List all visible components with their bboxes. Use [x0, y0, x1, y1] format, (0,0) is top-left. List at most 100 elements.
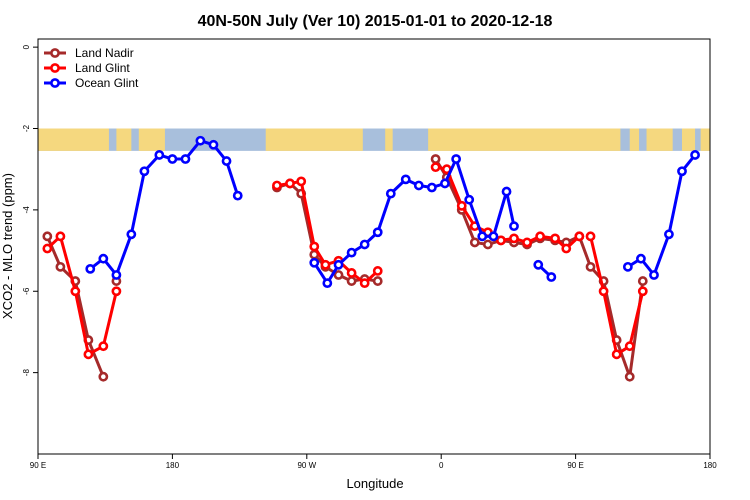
data-point [70, 286, 81, 297]
data-point [232, 190, 243, 201]
data-point [98, 253, 109, 264]
data-point [535, 231, 546, 242]
data-point [426, 182, 437, 193]
chart-title: 40N-50N July (Ver 10) 2015-01-01 to 2020… [198, 13, 553, 30]
y-tick-label: -8 [22, 369, 31, 377]
data-point [496, 235, 506, 246]
data-point [501, 186, 512, 197]
data-point [464, 194, 475, 205]
y-axis: 0 -2 -4 -6 -8 [22, 44, 38, 376]
data-point [637, 276, 648, 286]
legend-swatch-point [50, 63, 60, 73]
data-point [167, 154, 178, 164]
legend-swatch-point [50, 78, 60, 88]
y-axis-label: XCO2 - MLO trend (ppm) [0, 173, 15, 319]
x-axis-label: Longitude [346, 476, 403, 491]
data-point [413, 180, 424, 191]
y-tick-label: -6 [22, 287, 31, 295]
data-point [55, 261, 66, 272]
data-point [98, 341, 109, 352]
data-point [296, 176, 307, 187]
data-point [322, 278, 333, 289]
data-point [611, 349, 622, 360]
data-point [333, 259, 344, 270]
data-point [451, 154, 462, 164]
map-land [385, 128, 393, 151]
data-point [509, 233, 519, 244]
data-point [469, 237, 480, 248]
series-line [89, 139, 240, 277]
map-land [116, 128, 132, 151]
data-point [359, 239, 370, 250]
data-point [690, 150, 700, 160]
data-point [346, 247, 357, 258]
data-point [574, 231, 585, 242]
data-point [372, 227, 383, 238]
map-land [700, 128, 710, 151]
data-point [509, 221, 519, 232]
map-land [428, 128, 621, 151]
data-point [372, 276, 383, 286]
x-tick-label: 0 [439, 461, 444, 470]
y-tick-label: 0 [22, 44, 31, 49]
data-point [359, 278, 370, 289]
y-tick-label: -4 [22, 206, 31, 214]
data-point [664, 229, 674, 240]
map-land [629, 128, 640, 151]
data-point [85, 263, 96, 274]
plot-frame [37, 38, 711, 455]
data-point [546, 272, 557, 282]
data-point [561, 243, 572, 254]
data-point [154, 150, 165, 160]
data-point [624, 371, 635, 382]
data-point [346, 276, 357, 286]
data-point [622, 261, 633, 272]
data-point [522, 237, 532, 248]
map-land [682, 128, 696, 151]
data-point [42, 231, 53, 242]
data-point [477, 231, 488, 242]
data-point [598, 286, 609, 297]
data-point [624, 341, 635, 352]
data-point [637, 286, 648, 297]
data-point [139, 166, 150, 177]
data-point [208, 139, 219, 150]
legend-swatch-point [50, 48, 60, 58]
data-point [333, 270, 344, 280]
data-point [98, 371, 109, 382]
data-point [309, 257, 320, 268]
data-point [585, 231, 596, 242]
x-tick-label: 90 E [567, 461, 583, 470]
series-line [46, 234, 118, 356]
data-point [430, 154, 441, 164]
series-ocean-glint [85, 135, 700, 289]
data-point [180, 154, 191, 164]
data-point [42, 243, 53, 254]
data-point [456, 200, 467, 211]
data-point [482, 239, 493, 250]
x-tick-label: 90 E [30, 461, 46, 470]
series-layer [42, 135, 700, 382]
legend-label: Ocean Glint [75, 76, 139, 90]
map-land [265, 128, 363, 151]
data-point [430, 162, 441, 173]
data-point [126, 229, 137, 240]
x-tick-label: 90 W [297, 461, 316, 470]
legend-label: Land Nadir [75, 46, 134, 60]
data-point [111, 286, 122, 297]
data-point [649, 270, 659, 280]
data-point [309, 241, 320, 252]
data-point [111, 270, 122, 280]
data-point [636, 253, 646, 264]
legend-label: Land Glint [75, 61, 130, 75]
data-point [550, 233, 560, 244]
data-point [372, 266, 383, 276]
data-point [440, 178, 450, 189]
x-tick-label: 180 [166, 461, 180, 470]
data-point [533, 259, 544, 270]
data-point [320, 259, 331, 270]
world-map-band [38, 128, 710, 151]
data-point [400, 174, 411, 185]
